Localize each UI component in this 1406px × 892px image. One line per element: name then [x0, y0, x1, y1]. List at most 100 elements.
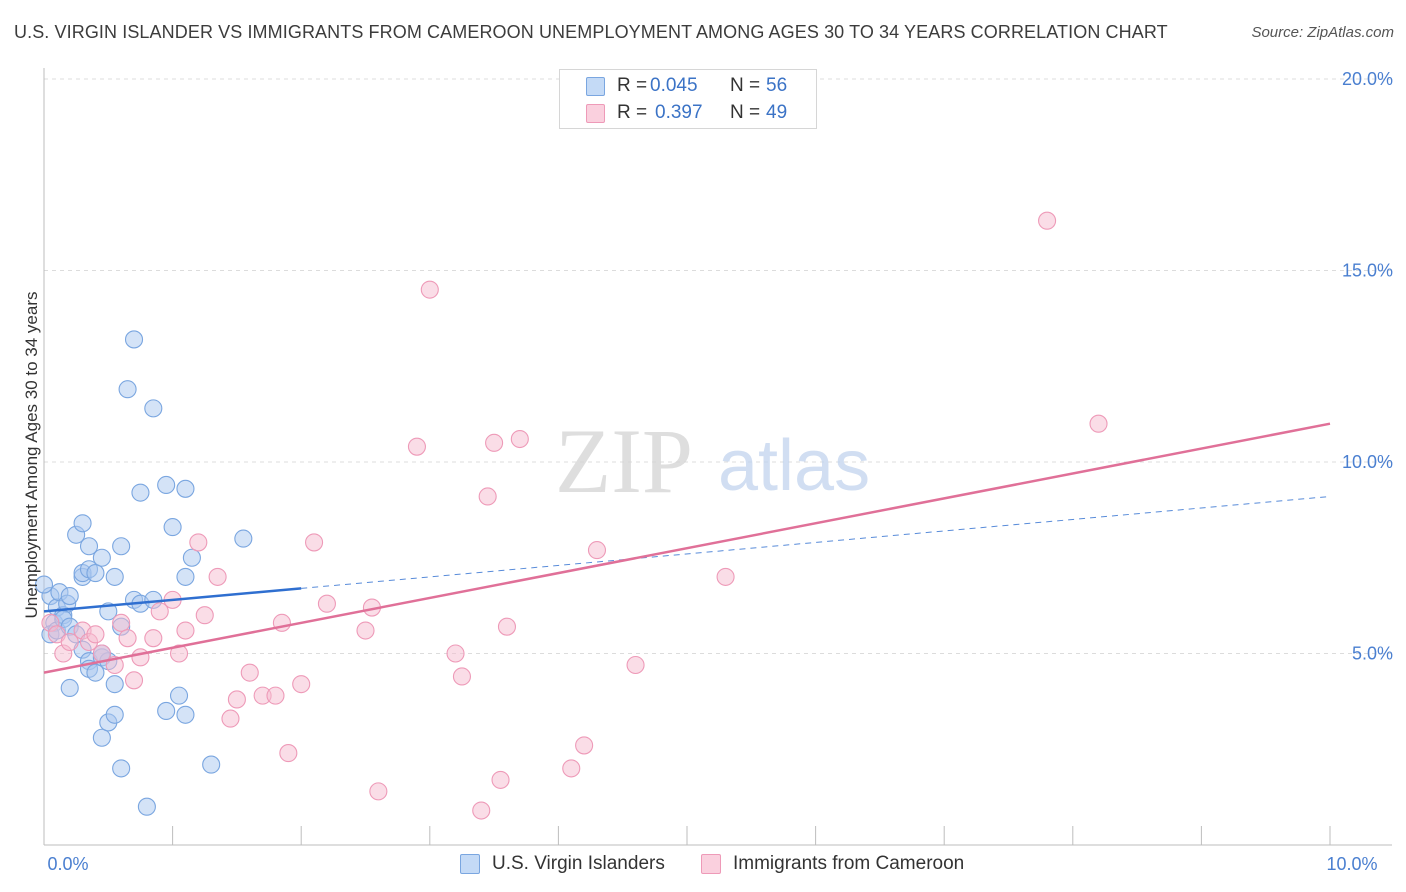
data-point-pink [1038, 211, 1057, 230]
data-point-blue [105, 675, 124, 694]
bottom-legend-label: Immigrants from Cameroon [733, 853, 965, 874]
data-point-blue [105, 567, 124, 586]
data-point-blue [73, 514, 92, 533]
legend-r-value: 0.397 [655, 102, 703, 123]
tick-labels: 5.0% 10.0% 15.0% 20.0% 0.0% 10.0% [47, 69, 1393, 874]
legend-swatch-blue [586, 77, 605, 96]
legend-swatch-pink [586, 104, 605, 123]
chart-title: U.S. VIRGIN ISLANDER VS IMMIGRANTS FROM … [14, 22, 1168, 42]
data-point-blue [124, 330, 144, 349]
data-point-blue [34, 575, 54, 594]
data-point-blue [176, 705, 195, 724]
data-point-pink [420, 280, 439, 299]
legend-n-label: N = [730, 75, 761, 96]
data-point-pink [491, 770, 510, 789]
data-point-pink [587, 541, 607, 560]
data-point-blue [202, 755, 221, 774]
data-point-blue [137, 797, 156, 816]
data-point-blue [86, 564, 105, 583]
data-point-blue [157, 475, 176, 495]
data-point-pink [112, 613, 131, 632]
data-point-pink [446, 644, 465, 663]
data-point-blue [79, 537, 99, 556]
data-point-pink [266, 686, 285, 705]
data-point-pink [369, 782, 388, 801]
data-point-pink [478, 487, 497, 506]
data-point-blue [118, 380, 137, 399]
data-point-blue [157, 701, 176, 721]
trend-line-cameroon [43, 422, 1331, 674]
data-point-pink [497, 617, 517, 636]
watermark-zip: ZIP [555, 410, 693, 512]
data-point-blue [60, 586, 79, 606]
data-point-pink [305, 533, 324, 552]
data-point-pink [189, 533, 208, 552]
data-point-pink [208, 567, 227, 586]
watermark-atlas: atlas [718, 426, 870, 506]
data-point-blue [169, 686, 189, 705]
data-point-pink [356, 621, 375, 640]
data-point-pink [407, 437, 426, 456]
data-point-blue [176, 567, 195, 586]
correlation-legend: R = 0.045 N = 56 R = 0.397 N = 49 [559, 69, 817, 129]
data-point-pink [131, 648, 150, 667]
data-point-pink [510, 429, 529, 449]
data-point-blue [105, 705, 124, 724]
data-point-blue [92, 728, 111, 747]
data-point-pink [472, 801, 491, 820]
trend-lines [43, 422, 1331, 674]
legend-n-value: 49 [766, 102, 788, 123]
data-point-pink [1089, 414, 1108, 433]
data-point-blue [163, 518, 182, 537]
data-point-pink [292, 675, 311, 694]
data-point-pink [227, 690, 246, 709]
source-label: Source: ZipAtlas.com [1251, 24, 1394, 41]
data-point-pink [485, 433, 504, 452]
bottom-legend-swatch-blue [460, 854, 480, 874]
axes [43, 68, 1392, 846]
data-point-pink [240, 663, 259, 682]
data-point-blue [60, 678, 79, 698]
data-point-pink [176, 621, 195, 640]
data-point-blue [112, 759, 131, 778]
data-points [34, 211, 1108, 820]
y-tick-label: 10.0% [1342, 452, 1393, 472]
bottom-legend-label: U.S. Virgin Islanders [492, 853, 665, 874]
legend-n-label: N = [730, 102, 761, 123]
trend-line-virgin-islanders-extension [301, 495, 1331, 589]
y-tick-label: 5.0% [1352, 644, 1393, 664]
legend-r-label: R = [617, 102, 648, 123]
data-point-blue [182, 548, 201, 567]
legend-n-value: 56 [766, 75, 788, 96]
legend-r-label: R = [617, 75, 648, 96]
watermark: ZIP atlas [555, 410, 870, 512]
x-tick-label: 0.0% [47, 854, 88, 874]
data-point-pink [144, 629, 163, 648]
data-point-blue [234, 529, 253, 548]
data-point-pink [317, 594, 336, 613]
data-point-pink [575, 736, 594, 755]
x-tick-label: 10.0% [1326, 854, 1377, 874]
data-point-pink [279, 744, 298, 763]
data-point-pink [169, 644, 189, 663]
y-tick-label: 15.0% [1342, 261, 1393, 281]
data-point-blue [92, 548, 111, 567]
data-point-pink [124, 671, 144, 690]
data-point-pink [221, 709, 240, 728]
data-point-blue [86, 663, 105, 682]
data-point-pink [150, 602, 169, 621]
data-point-pink [562, 759, 581, 778]
legend-r-value: 0.045 [650, 75, 698, 96]
bottom-legend-swatch-pink [701, 854, 721, 874]
data-point-blue [144, 399, 163, 418]
data-point-blue [131, 483, 150, 502]
data-point-pink [86, 625, 105, 644]
grid-lines [44, 78, 1392, 654]
y-tick-label: 20.0% [1342, 69, 1393, 89]
data-point-pink [626, 655, 645, 675]
data-point-pink [452, 667, 472, 686]
data-point-pink [118, 629, 137, 648]
data-point-pink [195, 606, 214, 625]
data-point-pink [60, 632, 79, 652]
